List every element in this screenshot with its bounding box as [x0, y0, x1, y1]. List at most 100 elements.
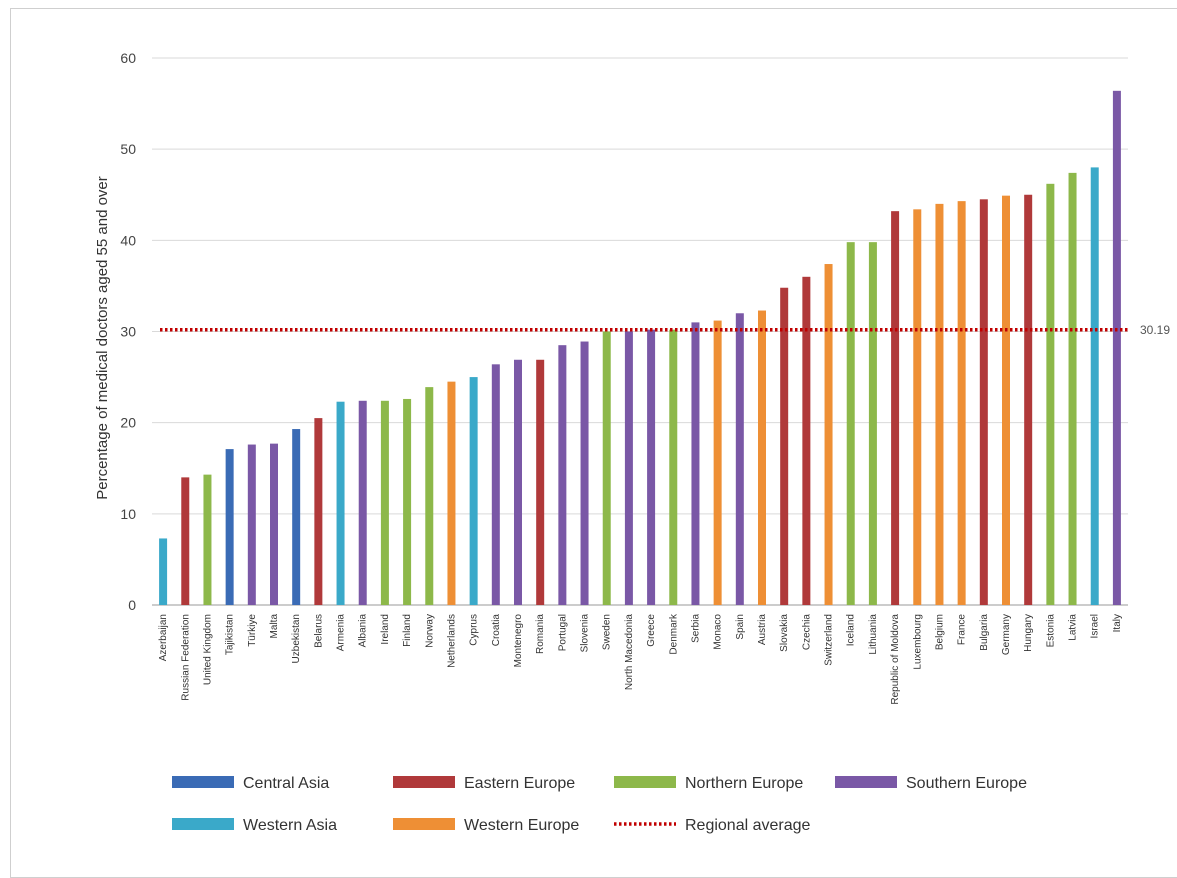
legend: Central Asia Eastern Europe Northern Europ…: [172, 775, 1027, 834]
x-tick-label: Armenia: [336, 614, 347, 652]
x-tick-label: Lithuania: [868, 614, 879, 655]
x-tick-label: Estonia: [1045, 614, 1056, 648]
bar: [957, 201, 966, 606]
bar: [447, 381, 456, 605]
x-tick-label: Luxembourg: [912, 614, 923, 670]
bar: [469, 377, 478, 605]
bar: [491, 364, 500, 605]
bar: [802, 276, 811, 605]
bar: [624, 331, 633, 605]
bar: [403, 398, 412, 605]
x-tick-label: Monaco: [713, 614, 724, 650]
legend-swatch: [172, 776, 234, 788]
y-tick-label: 0: [128, 597, 136, 613]
bar: [913, 209, 922, 605]
y-tick-label: 10: [120, 506, 136, 522]
bar: [846, 242, 855, 605]
legend-swatch: [614, 776, 676, 788]
bar: [669, 329, 678, 605]
x-tick-label: Azerbaijan: [158, 614, 169, 661]
bars: [159, 90, 1121, 606]
bar: [713, 320, 722, 605]
x-tick-label: Finland: [402, 614, 413, 647]
x-tick-label: Malta: [269, 614, 280, 639]
x-tick-label: Türkiye: [247, 614, 258, 647]
bar: [735, 313, 744, 605]
bar: [979, 199, 988, 605]
bar: [425, 387, 434, 605]
x-tick-label: Czechia: [801, 614, 812, 651]
bar: [1068, 172, 1077, 605]
x-tick-label: Greece: [646, 614, 657, 647]
bar: [558, 345, 567, 605]
bar: [380, 400, 389, 605]
legend-label: Western Europe: [464, 817, 579, 834]
bar: [336, 401, 345, 605]
x-tick-label: United Kingdom: [202, 614, 213, 685]
legend-label: Eastern Europe: [464, 775, 575, 792]
legend-label: Northern Europe: [685, 775, 803, 792]
x-tick-label: Netherlands: [446, 614, 457, 668]
x-tick-label: Ireland: [380, 614, 391, 645]
x-tick-label: Bulgaria: [979, 614, 990, 651]
bar: [203, 474, 212, 605]
x-tick-label: Denmark: [668, 613, 679, 655]
x-tick-label: Israel: [1090, 614, 1101, 638]
y-tick-label: 50: [120, 141, 136, 157]
x-tick-label: Serbia: [690, 614, 701, 643]
x-tick-label: Sweden: [602, 614, 613, 650]
x-tick-label: Russian Federation: [180, 614, 191, 701]
x-tick-label: Uzbekistan: [291, 614, 302, 663]
bar: [314, 418, 323, 605]
x-tick-label: Croatia: [491, 614, 502, 647]
bar: [780, 287, 789, 605]
bar: [891, 211, 900, 605]
legend-label: Regional average: [685, 817, 811, 834]
y-tick-label: 30: [120, 324, 136, 340]
bar: [647, 329, 656, 605]
x-tick-label: France: [957, 614, 968, 646]
bar: [580, 341, 589, 605]
y-tick-label: 40: [120, 232, 136, 248]
x-tick-label: Slovakia: [779, 614, 790, 652]
x-tick-label: Iceland: [846, 614, 857, 646]
bar: [225, 449, 234, 605]
legend-label: Central Asia: [243, 775, 329, 792]
legend-swatch: [835, 776, 897, 788]
y-axis-title: Percentage of medical doctors aged 55 an…: [94, 176, 111, 500]
y-tick-label: 60: [120, 50, 136, 66]
legend-swatch: [393, 776, 455, 788]
x-tick-label: Albania: [358, 614, 369, 648]
x-tick-label: Tajikistan: [225, 614, 236, 655]
x-axis-labels: Azerbaijan Russian Federation United Kingd…: [158, 613, 1123, 705]
y-tick-label: 20: [120, 415, 136, 431]
bar: [1090, 167, 1099, 605]
x-tick-label: Cyprus: [469, 614, 480, 646]
x-tick-label: North Macedonia: [624, 614, 635, 691]
bar: [758, 310, 766, 605]
bar: [691, 322, 700, 605]
bar: [514, 359, 522, 605]
bar: [292, 429, 301, 605]
x-tick-label: Germany: [1001, 614, 1012, 655]
legend-label: Western Asia: [243, 817, 337, 834]
x-tick-label: Montenegro: [513, 614, 524, 668]
bar: [1024, 194, 1033, 605]
x-tick-label: Spain: [735, 614, 746, 640]
x-tick-label: Belgium: [934, 614, 945, 650]
x-tick-label: Slovenia: [580, 614, 591, 653]
x-tick-label: Italy: [1112, 614, 1123, 632]
x-tick-label: Hungary: [1023, 614, 1034, 652]
bar: [181, 477, 190, 605]
x-tick-label: Belarus: [313, 614, 324, 648]
bar: [536, 359, 545, 605]
x-tick-label: Austria: [757, 614, 768, 646]
bar: [824, 264, 833, 605]
x-tick-label: Norway: [424, 614, 435, 648]
y-axis-ticks: 0 10 20 30 40 50 60: [120, 50, 136, 613]
x-tick-label: Switzerland: [824, 614, 835, 666]
bar: [1002, 195, 1010, 605]
legend-label: Southern Europe: [906, 775, 1027, 792]
bar: [935, 203, 944, 605]
